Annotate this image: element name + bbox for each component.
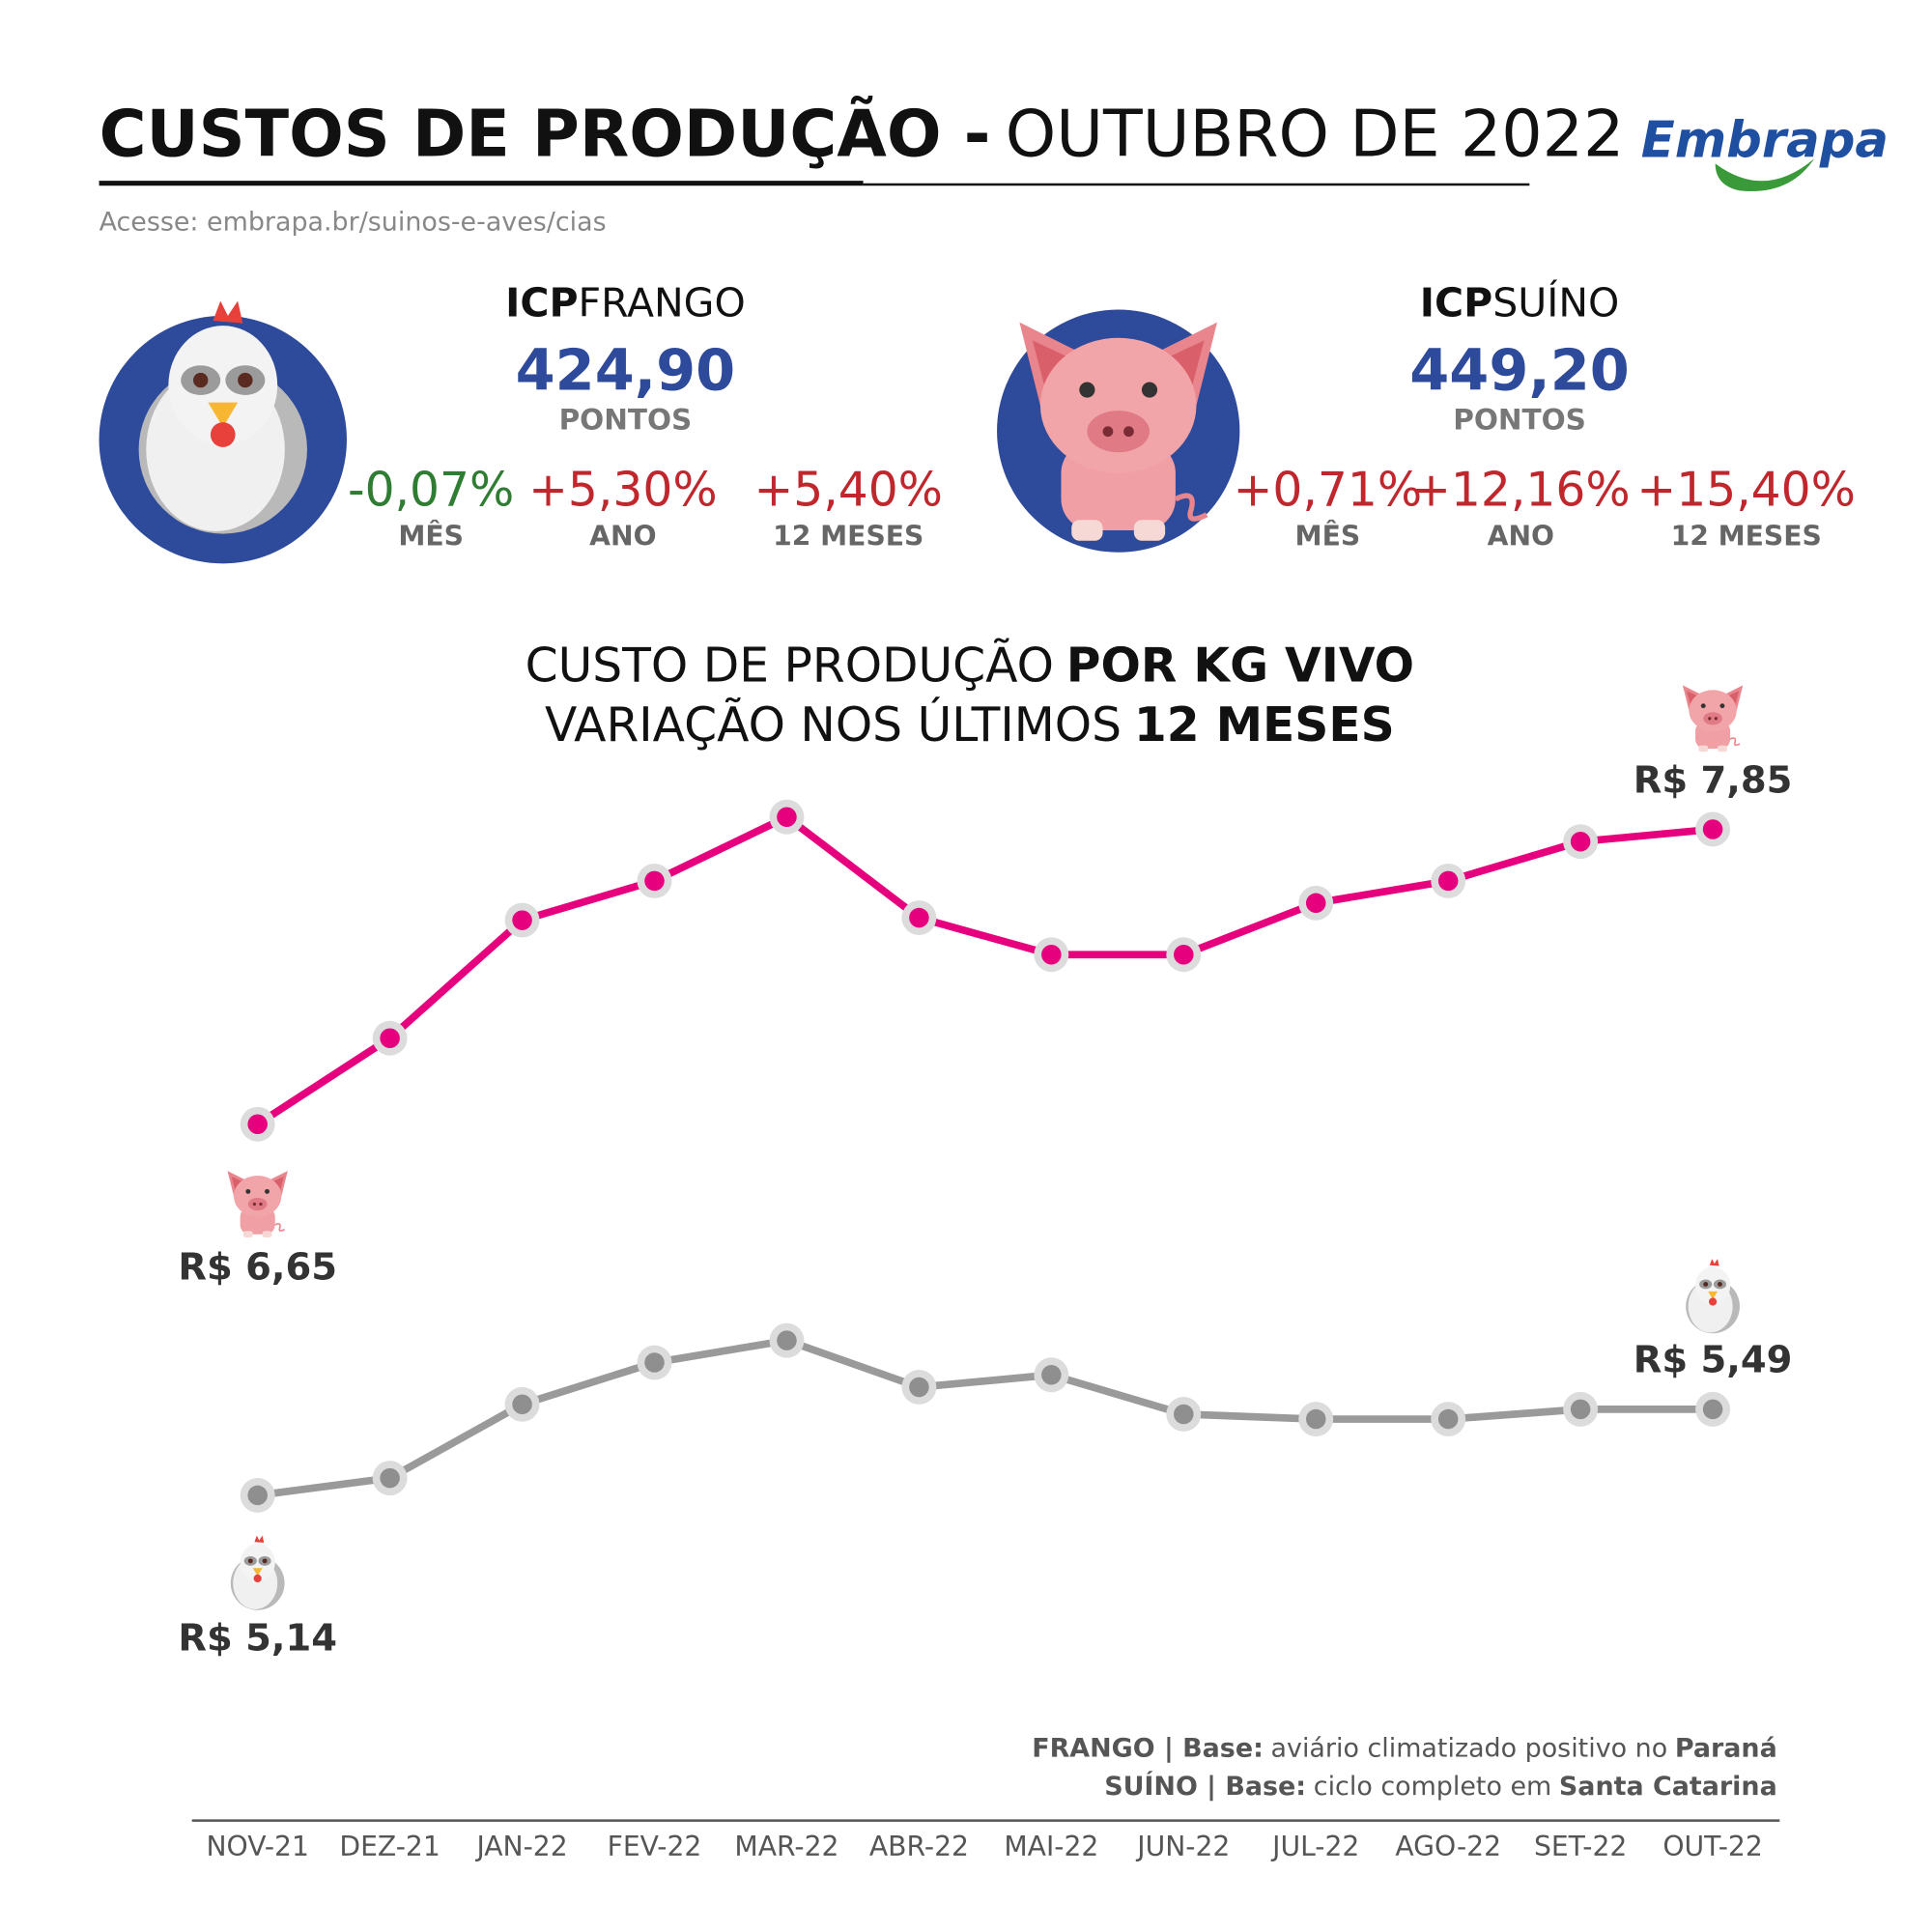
link: Acesse: embrapa.br/suinos-e-aves/cias (99, 207, 607, 237)
logo: Embrapa (1641, 112, 1889, 170)
change-value: -0,07% (348, 463, 514, 517)
change-value: +12,16% (1411, 463, 1631, 517)
x-tick-label: JUN-22 (1135, 1831, 1230, 1862)
index-name: ICPFRANGO (505, 280, 746, 327)
title: CUSTOS DE PRODUÇÃO - OUTUBRO DE 2022 (99, 97, 1625, 172)
index-label: FRANGO (579, 280, 746, 327)
title-bold: CUSTOS DE PRODUÇÃO - (99, 97, 991, 172)
x-tick-label: ABR-22 (869, 1831, 969, 1862)
value-label: R$ 6,65 (178, 1245, 337, 1289)
point (1041, 1365, 1062, 1385)
note: SUÍNO | Base: ciclo completo em Santa Cata… (1104, 1771, 1777, 1802)
x-tick-label: FEV-22 (608, 1831, 702, 1862)
x-tick-label: AGO-22 (1395, 1831, 1501, 1862)
pig-icon (226, 1170, 289, 1238)
index-prefix: ICP (505, 280, 578, 327)
point (644, 870, 665, 892)
change-value: +5,30% (528, 463, 718, 517)
point (512, 1394, 532, 1415)
x-tick-label: NOV-21 (206, 1831, 308, 1862)
point (1305, 1408, 1326, 1430)
title-light: OUTUBRO DE 2022 (1006, 97, 1625, 172)
point (247, 1485, 268, 1506)
value-label: R$ 5,14 (178, 1616, 337, 1660)
note-light: ciclo completo em (1314, 1772, 1551, 1802)
chart-subtitle-light: VARIAÇÃO NOS ÚLTIMOS (545, 697, 1122, 753)
point (1702, 819, 1723, 839)
point (380, 1467, 400, 1489)
change-label: MÊS (1295, 519, 1361, 552)
point (1570, 1399, 1591, 1420)
change-label: ANO (1488, 520, 1554, 552)
change-label: MÊS (398, 519, 464, 552)
index-value: 449,20 (1409, 336, 1630, 403)
point (247, 1114, 268, 1135)
point (380, 1028, 400, 1048)
pig-icon (1682, 684, 1745, 753)
chicken-icon (1686, 1259, 1740, 1334)
point (1174, 944, 1194, 965)
change-value: +5,40% (753, 463, 943, 517)
change-label: 12 MESES (1671, 520, 1822, 552)
chart-subtitle-bold: 12 MESES (1134, 698, 1395, 753)
index-label: SUÍNO (1492, 280, 1619, 327)
logo-swoosh (1715, 158, 1815, 192)
change-value: +15,40% (1636, 463, 1856, 517)
x-tick-label: DEZ-21 (339, 1831, 440, 1862)
note-light: aviário climatizado positivo no (1271, 1733, 1668, 1763)
chart-title-light: CUSTO DE PRODUÇÃO (526, 639, 1054, 693)
point (1437, 1408, 1459, 1430)
index-name: ICPSUÍNO (1420, 280, 1620, 327)
change-label: 12 MESES (773, 520, 923, 552)
chart-title-bold: POR KG VIVO (1066, 639, 1414, 693)
value-label: R$ 5,49 (1634, 1339, 1793, 1382)
point (1437, 870, 1459, 892)
point (644, 1352, 665, 1373)
note-bold: Santa Catarina (1559, 1772, 1777, 1802)
point (909, 1377, 929, 1398)
point (1702, 1399, 1723, 1420)
point (777, 1330, 797, 1350)
series-line (255, 812, 1714, 1127)
note: FRANGO | Base: aviário climatizado positi… (1032, 1733, 1777, 1763)
x-tick-label: MAR-22 (734, 1831, 838, 1862)
chart-title: CUSTO DE PRODUÇÃO POR KG VIVO (526, 639, 1414, 693)
point (1305, 893, 1326, 914)
chicken-icon (230, 1535, 285, 1610)
x-tick-label: MAI-22 (1004, 1831, 1098, 1862)
index-value: 424,90 (516, 336, 736, 403)
point (777, 807, 797, 828)
x-tick-label: JAN-22 (474, 1831, 567, 1862)
x-tick-label: SET-22 (1534, 1831, 1627, 1862)
chart-subtitle: VARIAÇÃO NOS ÚLTIMOS 12 MESES (545, 697, 1395, 753)
value-label: R$ 7,85 (1634, 758, 1793, 802)
point (512, 910, 532, 930)
x-tick-label: OUT-22 (1662, 1831, 1763, 1862)
point (909, 907, 929, 928)
x-tick-label: JUL-22 (1270, 1831, 1359, 1862)
change-value: +0,71% (1234, 463, 1423, 517)
note-bold: Paraná (1675, 1733, 1777, 1763)
index-unit: PONTOS (559, 403, 693, 436)
note-bold: FRANGO | Base: (1032, 1733, 1264, 1763)
point (1570, 831, 1591, 852)
index-unit: PONTOS (1453, 403, 1586, 436)
change-label: ANO (589, 520, 656, 552)
series-line (257, 1336, 1714, 1499)
note-bold: SUÍNO | Base: (1104, 1771, 1306, 1802)
index-prefix: ICP (1420, 280, 1492, 327)
point (1174, 1404, 1194, 1425)
point (1041, 944, 1062, 965)
